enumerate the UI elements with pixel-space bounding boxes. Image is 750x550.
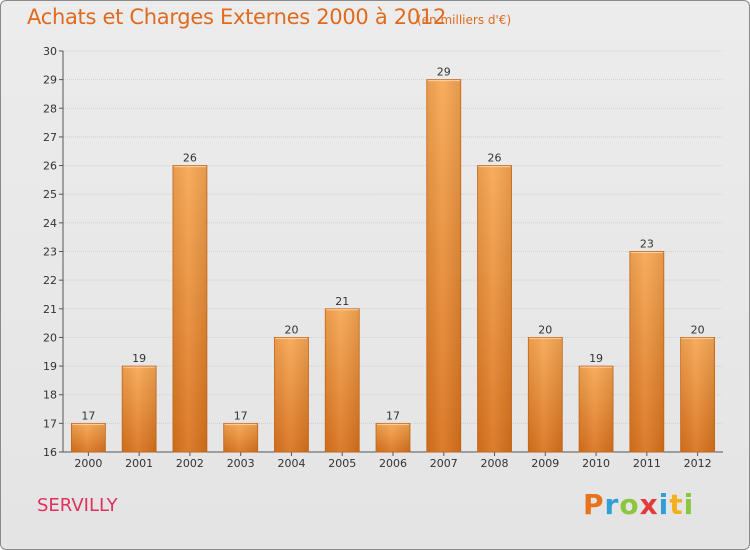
x-tick-label: 2007	[430, 457, 458, 470]
bar-shade	[629, 251, 664, 452]
bar-value-label: 26	[488, 152, 502, 165]
bar-value-label: 20	[691, 323, 705, 336]
x-tick-label: 2010	[582, 457, 610, 470]
x-tick-label: 2011	[633, 457, 661, 470]
axes	[59, 50, 723, 456]
bar-value-label: 19	[132, 352, 146, 365]
bar-shade	[172, 165, 207, 453]
logo-letter: o	[619, 488, 640, 521]
logo-letter: r	[604, 488, 620, 521]
y-tick-label: 28	[43, 102, 57, 115]
y-tick-label: 22	[43, 274, 57, 287]
y-tick-label: 30	[43, 45, 57, 58]
y-tick-labels: 16 17 18 19 20 21 22 23 24 25 26 27 28 29 30	[43, 45, 57, 459]
bar-shade	[477, 165, 512, 453]
bar-shade	[274, 337, 309, 452]
commune-name: SERVILLY	[37, 495, 118, 516]
chart-subtitle: (en milliers d'€)	[417, 13, 512, 27]
x-tick-label: 2002	[176, 457, 204, 470]
y-tick-label: 16	[43, 446, 57, 459]
bar-shade	[426, 79, 461, 453]
logo-letter: t	[669, 488, 684, 521]
x-tick-label: 2005	[328, 457, 356, 470]
grid-lines	[63, 50, 723, 453]
bar-value-label: 26	[183, 152, 197, 165]
bar-shade	[528, 337, 563, 452]
x-tick-label: 2004	[277, 457, 305, 470]
bar-value-label: 20	[284, 323, 298, 336]
logo-letter: P	[583, 488, 605, 521]
x-tick-label: 2008	[481, 457, 509, 470]
x-tick-label: 2006	[379, 457, 407, 470]
y-tick-label: 25	[43, 188, 57, 201]
bar-shade	[122, 366, 157, 452]
y-tick-label: 24	[43, 217, 57, 230]
logo-letter: i	[683, 488, 695, 521]
bar-shade	[325, 308, 360, 452]
bar-shade	[376, 423, 410, 452]
bar-value-labels: 17 19 26 17 20 21 17 29 26 20 19 23 20	[81, 66, 704, 423]
bar-value-label: 17	[234, 409, 248, 422]
bar-shade	[680, 337, 715, 452]
bar-value-label: 19	[589, 352, 603, 365]
proxiti-logo[interactable]: Proxiti	[583, 488, 694, 521]
y-tick-label: 23	[43, 246, 57, 259]
y-tick-label: 29	[43, 74, 57, 87]
x-tick-label: 2001	[125, 457, 153, 470]
bar-value-label: 23	[640, 238, 654, 251]
y-tick-label: 19	[43, 360, 57, 373]
logo-letter: x	[639, 488, 659, 521]
y-tick-label: 21	[43, 303, 57, 316]
x-tick-label: 2012	[684, 457, 712, 470]
chart-title: Achats et Charges Externes 2000 à 2012	[27, 5, 447, 29]
bars	[70, 79, 716, 453]
bar-value-label: 17	[386, 409, 400, 422]
logo-letter: i	[658, 488, 670, 521]
bar-value-label: 20	[538, 323, 552, 336]
y-tick-label: 26	[43, 160, 57, 173]
bar-value-label: 17	[81, 409, 95, 422]
bar-value-label: 21	[335, 295, 349, 308]
bar-shade	[223, 423, 258, 452]
x-tick-label: 2000	[74, 457, 102, 470]
bar-shade	[71, 423, 106, 452]
y-tick-label: 17	[43, 417, 57, 430]
y-tick-label: 20	[43, 331, 57, 344]
x-tick-label: 2009	[531, 457, 559, 470]
bar-shade	[579, 366, 614, 452]
x-tick-labels: 2000 2001 2002 2003 2004 2005 2006 2007 2008 2009…	[74, 457, 711, 470]
y-tick-label: 27	[43, 131, 57, 144]
y-tick-label: 18	[43, 389, 57, 402]
bar-value-label: 29	[437, 66, 451, 79]
x-tick-label: 2003	[227, 457, 255, 470]
